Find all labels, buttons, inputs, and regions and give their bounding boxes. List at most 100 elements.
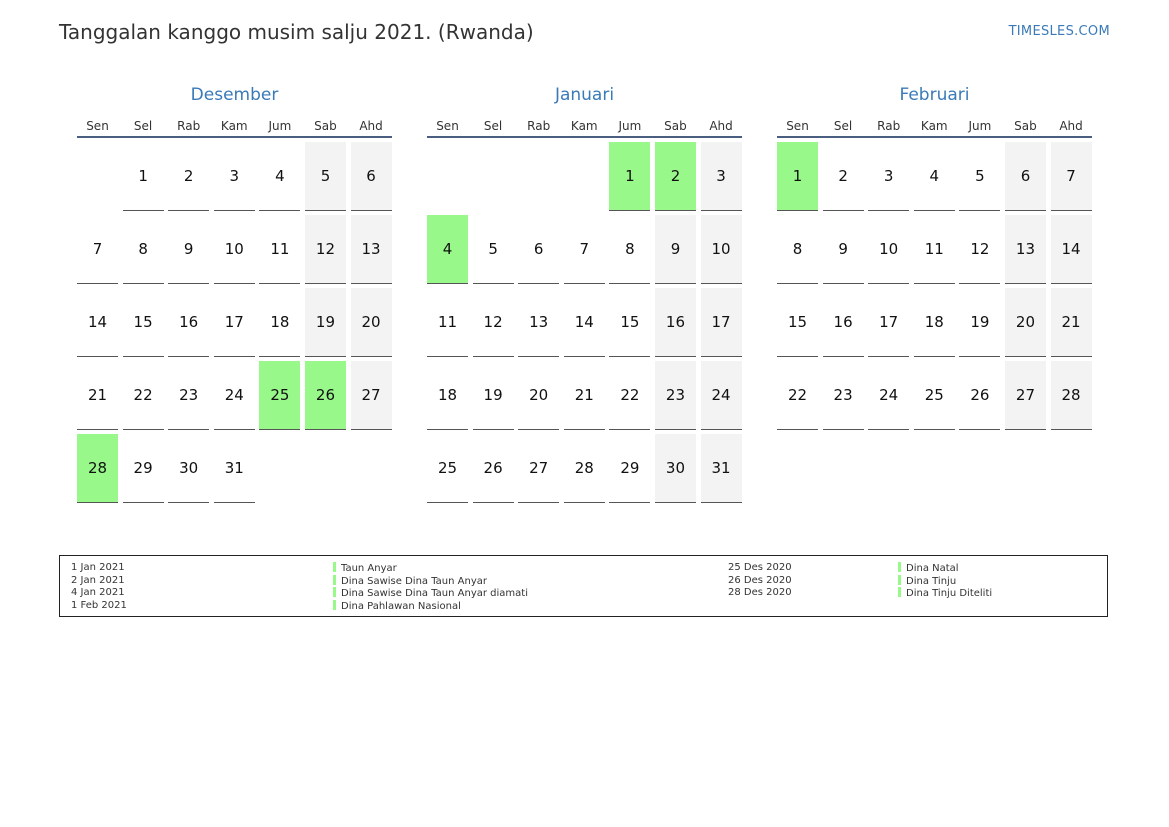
day-cell[interactable]: 12 xyxy=(472,288,514,357)
day-cell[interactable]: 27 xyxy=(1004,361,1046,430)
day-cell[interactable]: 1 xyxy=(122,142,164,211)
day-cell[interactable]: 8 xyxy=(777,215,818,284)
day-cell[interactable]: 1 xyxy=(777,142,818,211)
day-cell[interactable]: 11 xyxy=(427,288,468,357)
day-cell[interactable]: 28 xyxy=(77,434,118,503)
day-cell[interactable]: 4 xyxy=(427,215,468,284)
day-cell[interactable]: 18 xyxy=(259,288,301,357)
day-cell[interactable]: 24 xyxy=(868,361,910,430)
day-cell[interactable]: 11 xyxy=(259,215,301,284)
day-cell[interactable]: 15 xyxy=(122,288,164,357)
day-cell[interactable]: 16 xyxy=(168,288,210,357)
day-cell[interactable]: 10 xyxy=(700,215,742,284)
day-cell[interactable]: 12 xyxy=(304,215,346,284)
weekday-label: Sen xyxy=(786,119,809,133)
day-cell[interactable]: 10 xyxy=(213,215,255,284)
legend-holiday-name: Dina Natal xyxy=(906,563,959,574)
day-cell[interactable]: 13 xyxy=(1004,215,1046,284)
day-cell[interactable]: 23 xyxy=(168,361,210,430)
day-cell[interactable]: 15 xyxy=(609,288,651,357)
day-cell[interactable]: 27 xyxy=(350,361,392,430)
day-cell[interactable]: 21 xyxy=(563,361,605,430)
day-cell[interactable]: 7 xyxy=(1050,142,1092,211)
day-cell[interactable]: 23 xyxy=(654,361,696,430)
day-cell[interactable]: 29 xyxy=(609,434,651,503)
day-cell[interactable]: 15 xyxy=(777,288,818,357)
day-cell[interactable]: 3 xyxy=(700,142,742,211)
day-cell[interactable]: 4 xyxy=(259,142,301,211)
day-cell[interactable]: 14 xyxy=(77,288,118,357)
day-cell[interactable]: 5 xyxy=(472,215,514,284)
day-cell[interactable]: 13 xyxy=(518,288,560,357)
day-cell[interactable]: 28 xyxy=(1050,361,1092,430)
day-cell[interactable]: 24 xyxy=(213,361,255,430)
day-cell[interactable]: 28 xyxy=(563,434,605,503)
day-cell[interactable]: 9 xyxy=(822,215,864,284)
day-cell[interactable]: 26 xyxy=(304,361,346,430)
day-cell[interactable]: 22 xyxy=(122,361,164,430)
day-cell[interactable]: 9 xyxy=(654,215,696,284)
day-cell[interactable]: 20 xyxy=(350,288,392,357)
day-cell[interactable]: 8 xyxy=(122,215,164,284)
day-cell[interactable]: 30 xyxy=(168,434,210,503)
day-cell[interactable]: 19 xyxy=(304,288,346,357)
day-cell[interactable]: 6 xyxy=(518,215,560,284)
day-cell[interactable]: 25 xyxy=(259,361,301,430)
brand-link[interactable]: TIMESLES.COM xyxy=(1008,24,1110,39)
day-cell[interactable]: 20 xyxy=(518,361,560,430)
day-cell[interactable]: 10 xyxy=(868,215,910,284)
day-cell[interactable]: 3 xyxy=(868,142,910,211)
day-cell[interactable]: 2 xyxy=(654,142,696,211)
day-cell[interactable]: 30 xyxy=(654,434,696,503)
day-cell[interactable]: 4 xyxy=(913,142,955,211)
month-calendar-januari: Januari Sen Sel Rab Kam Jum Sab Ahd 1 2 3 4 5 6 7 8 9 10 1… xyxy=(427,84,742,507)
day-cell[interactable]: 27 xyxy=(518,434,560,503)
day-cell[interactable]: 3 xyxy=(213,142,255,211)
day-cell[interactable]: 16 xyxy=(822,288,864,357)
day-cell[interactable]: 17 xyxy=(700,288,742,357)
day-cell[interactable]: 18 xyxy=(913,288,955,357)
weekday-label: Sen xyxy=(436,119,459,133)
day-cell[interactable]: 19 xyxy=(959,288,1001,357)
day-cell[interactable]: 8 xyxy=(609,215,651,284)
day-cell[interactable]: 5 xyxy=(304,142,346,211)
day-cell[interactable]: 20 xyxy=(1004,288,1046,357)
day-cell[interactable]: 26 xyxy=(959,361,1001,430)
day-cell[interactable]: 7 xyxy=(563,215,605,284)
day-cell[interactable]: 17 xyxy=(868,288,910,357)
day-cell[interactable]: 21 xyxy=(77,361,118,430)
day-cell[interactable]: 25 xyxy=(427,434,468,503)
day-cell[interactable]: 31 xyxy=(213,434,255,503)
day-cell[interactable]: 19 xyxy=(472,361,514,430)
day-cell[interactable]: 21 xyxy=(1050,288,1092,357)
day-cell[interactable]: 7 xyxy=(77,215,118,284)
day-cell[interactable]: 23 xyxy=(822,361,864,430)
day-grid: 1 2 3 4 5 6 7 8 9 10 11 12 13 14 15 16 17 18 19 20 21 22 23 24 2… xyxy=(77,142,392,503)
day-cell[interactable]: 26 xyxy=(472,434,514,503)
day-cell[interactable]: 14 xyxy=(1050,215,1092,284)
day-cell[interactable]: 16 xyxy=(654,288,696,357)
day-cell[interactable]: 17 xyxy=(213,288,255,357)
day-cell[interactable]: 11 xyxy=(913,215,955,284)
weekday-label: Sab xyxy=(1014,119,1037,133)
day-cell[interactable]: 14 xyxy=(563,288,605,357)
empty-cell xyxy=(427,142,468,211)
day-cell[interactable]: 13 xyxy=(350,215,392,284)
day-cell[interactable]: 31 xyxy=(700,434,742,503)
day-cell[interactable]: 25 xyxy=(913,361,955,430)
day-cell[interactable]: 1 xyxy=(609,142,651,211)
weekday-label: Sab xyxy=(664,119,687,133)
day-cell[interactable]: 12 xyxy=(959,215,1001,284)
day-cell[interactable]: 9 xyxy=(168,215,210,284)
day-cell[interactable]: 22 xyxy=(609,361,651,430)
weekday-header: Sen Sel Rab Kam Jum Sab Ahd xyxy=(427,116,742,138)
day-cell[interactable]: 24 xyxy=(700,361,742,430)
day-cell[interactable]: 6 xyxy=(350,142,392,211)
day-cell[interactable]: 18 xyxy=(427,361,468,430)
day-cell[interactable]: 2 xyxy=(822,142,864,211)
day-cell[interactable]: 29 xyxy=(122,434,164,503)
day-cell[interactable]: 2 xyxy=(168,142,210,211)
day-cell[interactable]: 22 xyxy=(777,361,818,430)
day-cell[interactable]: 6 xyxy=(1004,142,1046,211)
day-cell[interactable]: 5 xyxy=(959,142,1001,211)
